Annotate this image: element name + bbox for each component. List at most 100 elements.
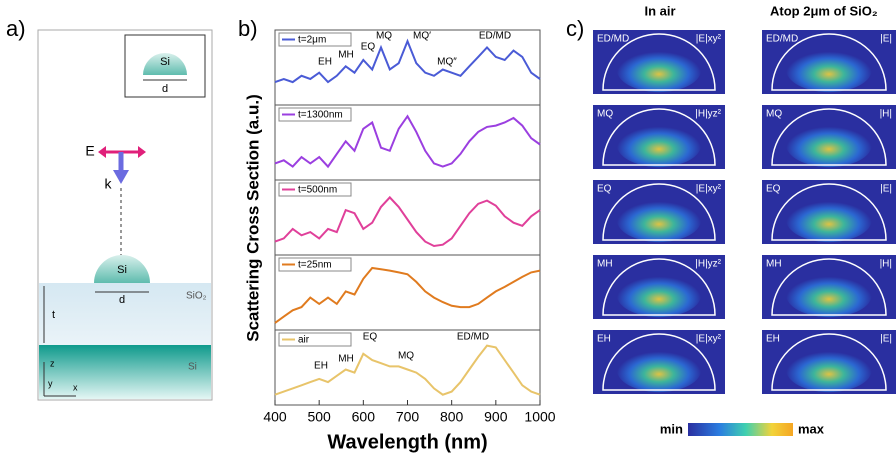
particle-outline (602, 33, 716, 91)
particle-dim: d (119, 294, 125, 306)
mode-annotation: MQ (398, 351, 414, 362)
mode-annotation: ED/MD (457, 332, 489, 343)
inset-particle (143, 53, 187, 75)
sio2-layer (39, 283, 211, 345)
spectrum-line (274, 114, 541, 169)
legend-box (278, 332, 352, 347)
field-hotspot (616, 47, 702, 93)
particle-outline (771, 108, 887, 166)
panel-label: b) (238, 16, 258, 41)
x-tick-label: 600 (352, 409, 376, 425)
field-label: |E| (880, 34, 892, 45)
inset-label: Si (160, 56, 170, 68)
column-header: Atop 2μm of SiO₂ (770, 3, 878, 18)
substrate-label: Si (188, 362, 197, 373)
field-label: |E| (880, 184, 892, 195)
x-tick-label: 500 (307, 409, 331, 425)
x-tick-label: 400 (263, 409, 287, 425)
spectrum-line (274, 38, 541, 84)
field-maps: ED/MD |E|xy² ED/MD |E| MQ |H|yz² MQ |H| EQ |E|xy²… (593, 30, 896, 394)
legend-label: t=25nm (298, 260, 332, 271)
y-axis-label: Scattering Cross Section (a.u.) (243, 94, 262, 342)
field-label: |E|xy² (696, 34, 722, 45)
axis-y: y (48, 378, 53, 388)
column-header: In air (644, 3, 675, 18)
particle-outline (771, 33, 887, 91)
panel-label: a) (6, 16, 26, 41)
layer-label: SiO₂ (186, 291, 207, 302)
inset-dim: d (162, 83, 168, 95)
mode-annotation: MH (338, 50, 354, 61)
mode-annotation: EQ (361, 42, 376, 53)
field-hotspot (616, 197, 702, 243)
spectrum-line (274, 266, 541, 324)
mode-label: ED/MD (766, 34, 798, 45)
mode-annotation: EQ (363, 332, 378, 343)
si-substrate (39, 345, 211, 399)
mode-label: MH (766, 259, 782, 270)
field-hotspot (786, 122, 872, 168)
field-hotspot (786, 47, 872, 93)
legend-label: air (298, 335, 310, 346)
field-label: |H|yz² (695, 109, 721, 120)
mode-label: MQ (597, 109, 613, 120)
field-label: |H|yz² (695, 259, 721, 270)
legend-box (278, 257, 352, 272)
legend-label: t=500nm (298, 185, 337, 196)
axis-x: x (73, 382, 78, 392)
mode-label: EH (766, 334, 780, 345)
x-tick-label: 1000 (524, 409, 555, 425)
particle-outline (602, 108, 716, 166)
legend-box (278, 182, 352, 197)
particle (94, 255, 150, 283)
field-hotspot (616, 122, 702, 168)
particle-outline (771, 258, 887, 316)
colorbar-min: min (660, 421, 683, 436)
x-tick-label: 700 (396, 409, 420, 425)
mode-label: EH (597, 334, 611, 345)
particle-outline (602, 183, 716, 241)
particle-outline (771, 183, 887, 241)
field-label: |E|xy² (696, 184, 722, 195)
field-hotspot (786, 347, 872, 393)
field-hotspot (786, 197, 872, 243)
spectrum-line (274, 195, 541, 248)
mode-annotation: MQ″ (437, 57, 457, 68)
particle-label: Si (117, 264, 127, 276)
colorbar-max: max (798, 421, 825, 436)
mode-annotation: EH (314, 361, 328, 372)
x-tick-label: 900 (484, 409, 508, 425)
mode-annotation: MH (338, 354, 354, 365)
mode-annotation: MQ′ (413, 31, 431, 42)
x-tick-label: 800 (440, 409, 464, 425)
mode-annotation: ED/MD (479, 31, 511, 42)
k-arrow-head (113, 170, 129, 184)
particle-outline (771, 333, 887, 391)
mode-label: MH (597, 259, 613, 270)
particle-outline (602, 333, 716, 391)
mode-label: ED/MD (597, 34, 629, 45)
particle-outline (602, 258, 716, 316)
field-label: |E|xy² (696, 334, 722, 345)
mode-label: MQ (766, 109, 782, 120)
legend-box (278, 32, 352, 47)
panel-label: c) (566, 16, 584, 41)
axis-z: z (50, 358, 55, 368)
spectrum-line (274, 344, 541, 396)
mode-label: EQ (766, 184, 781, 195)
mode-annotation: MQ (376, 31, 392, 42)
field-hotspot (786, 272, 872, 318)
field-label: |H| (880, 259, 892, 270)
field-hotspot (616, 347, 702, 393)
legend-label: t=1300nm (298, 110, 343, 121)
t-label: t (52, 309, 55, 321)
field-label: |H| (880, 109, 892, 120)
k-label: k (105, 176, 113, 192)
e-label: E (85, 143, 94, 159)
mode-annotation: EH (318, 57, 332, 68)
legend-box (278, 107, 352, 122)
colorbar (688, 423, 793, 436)
legend-label: t=2μm (298, 35, 326, 46)
